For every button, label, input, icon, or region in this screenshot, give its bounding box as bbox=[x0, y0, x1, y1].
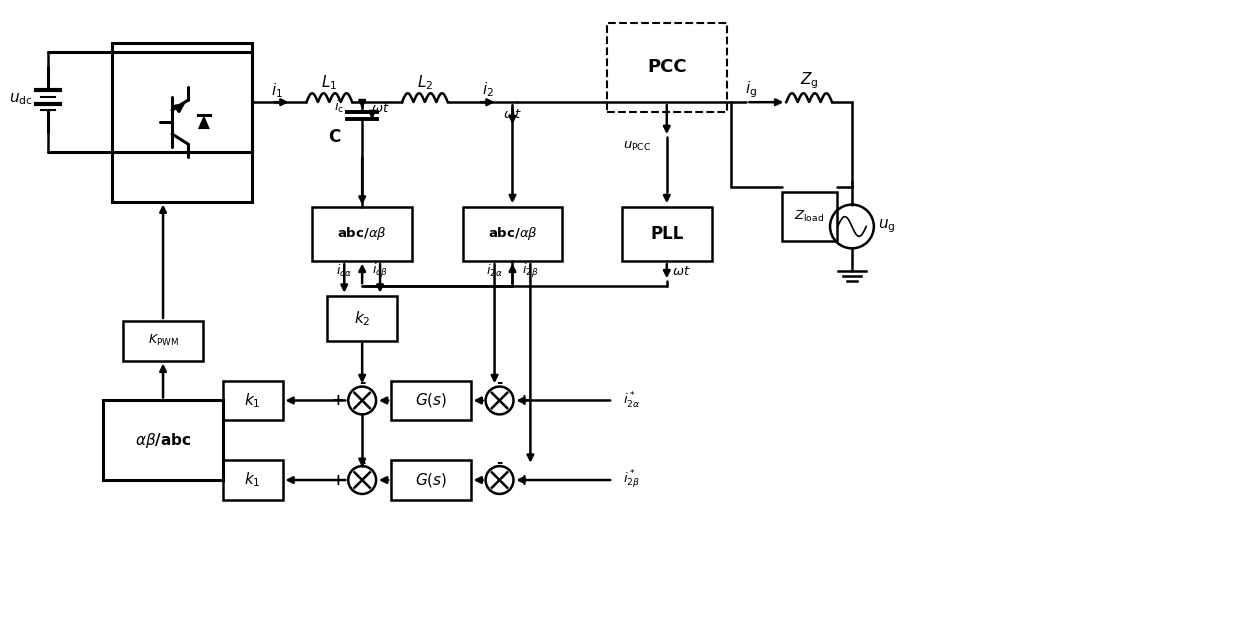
Text: $\omega t$: $\omega t$ bbox=[672, 265, 691, 278]
Text: $k_1$: $k_1$ bbox=[244, 471, 260, 490]
Bar bbox=[113, 42, 252, 202]
Text: -: - bbox=[496, 455, 502, 470]
Text: $K_{\rm PWM}$: $K_{\rm PWM}$ bbox=[148, 333, 179, 348]
Bar bbox=[223, 460, 283, 500]
Bar bbox=[327, 296, 397, 341]
Text: $i_{\rm c}$: $i_{\rm c}$ bbox=[334, 99, 345, 115]
Text: C: C bbox=[329, 128, 341, 146]
Text: $i_{2\beta}$: $i_{2\beta}$ bbox=[522, 262, 538, 281]
Text: $i_{c\alpha}$: $i_{c\alpha}$ bbox=[336, 263, 352, 279]
Text: +: + bbox=[331, 473, 345, 488]
Text: +: + bbox=[331, 393, 345, 408]
Text: abc/$\alpha\beta$: abc/$\alpha\beta$ bbox=[487, 225, 537, 243]
Bar bbox=[608, 22, 727, 112]
Text: $u_{\rm PCC}$: $u_{\rm PCC}$ bbox=[624, 141, 652, 154]
Bar bbox=[391, 381, 471, 420]
Text: $i_{2\alpha}$: $i_{2\alpha}$ bbox=[486, 263, 503, 279]
Text: $L_1$: $L_1$ bbox=[321, 73, 337, 91]
Text: $u_{\rm dc}$: $u_{\rm dc}$ bbox=[9, 91, 32, 107]
Text: +: + bbox=[517, 393, 531, 408]
Text: -: - bbox=[358, 455, 366, 470]
Text: $Z_{\rm load}$: $Z_{\rm load}$ bbox=[795, 209, 825, 224]
Bar bbox=[123, 321, 203, 361]
Text: $i_{2\beta}^*$: $i_{2\beta}^*$ bbox=[622, 469, 640, 491]
Bar bbox=[223, 381, 283, 420]
Text: $i_{c\beta}$: $i_{c\beta}$ bbox=[372, 262, 388, 281]
Text: $G(s)$: $G(s)$ bbox=[414, 471, 446, 489]
Bar bbox=[391, 460, 471, 500]
Text: $\alpha\beta$/abc: $\alpha\beta$/abc bbox=[135, 431, 191, 450]
Text: -: - bbox=[496, 375, 502, 390]
Text: $k_1$: $k_1$ bbox=[244, 391, 260, 410]
Text: $Z_{\rm g}$: $Z_{\rm g}$ bbox=[800, 70, 818, 91]
Text: abc/$\alpha\beta$: abc/$\alpha\beta$ bbox=[337, 225, 387, 243]
Bar bbox=[312, 207, 412, 261]
Text: $L_2$: $L_2$ bbox=[417, 73, 433, 91]
Text: $i_1$: $i_1$ bbox=[270, 81, 283, 100]
Bar bbox=[622, 207, 712, 261]
Text: $u_{\rm g}$: $u_{\rm g}$ bbox=[878, 218, 895, 235]
Bar bbox=[463, 207, 562, 261]
Bar bbox=[103, 401, 223, 480]
Text: PCC: PCC bbox=[647, 58, 687, 77]
Text: $k_2$: $k_2$ bbox=[353, 309, 371, 328]
Bar bbox=[782, 192, 837, 241]
Text: $i_{2\alpha}^*$: $i_{2\alpha}^*$ bbox=[622, 391, 641, 411]
Text: $\omega t$: $\omega t$ bbox=[371, 101, 389, 114]
Polygon shape bbox=[198, 115, 210, 129]
Text: $i_{\rm g}$: $i_{\rm g}$ bbox=[745, 79, 758, 100]
Text: PLL: PLL bbox=[650, 225, 683, 243]
Text: +: + bbox=[517, 473, 531, 488]
Text: $\omega t$: $\omega t$ bbox=[503, 108, 522, 121]
Text: $i_2$: $i_2$ bbox=[481, 80, 494, 99]
Text: $G(s)$: $G(s)$ bbox=[414, 391, 446, 409]
Text: -: - bbox=[358, 375, 366, 390]
